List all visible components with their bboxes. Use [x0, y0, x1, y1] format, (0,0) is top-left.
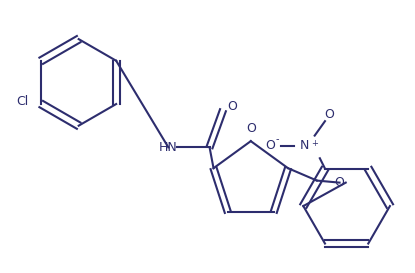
- Text: +: +: [312, 139, 318, 148]
- Text: O: O: [246, 122, 256, 135]
- Text: Cl: Cl: [17, 96, 29, 108]
- Text: O: O: [324, 108, 334, 121]
- Text: -: -: [276, 134, 279, 144]
- Text: N: N: [300, 140, 309, 152]
- Text: O: O: [266, 140, 275, 152]
- Text: HN: HN: [159, 141, 178, 154]
- Text: O: O: [334, 176, 344, 189]
- Text: O: O: [227, 100, 237, 112]
